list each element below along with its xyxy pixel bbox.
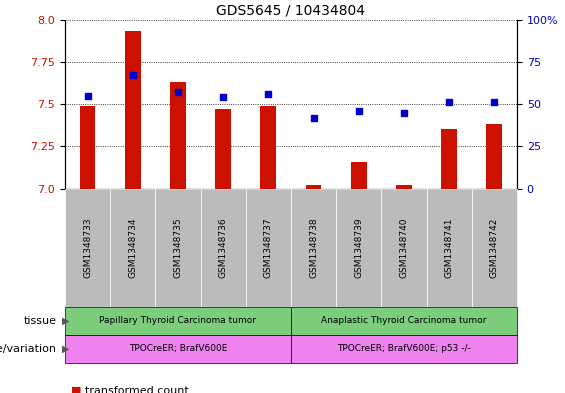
Bar [306, 185, 321, 189]
Text: Papillary Thyroid Carcinoma tumor: Papillary Thyroid Carcinoma tumor [99, 316, 257, 325]
Text: GSM1348735: GSM1348735 [173, 217, 182, 278]
Point [399, 109, 408, 116]
Text: genotype/variation: genotype/variation [0, 344, 56, 354]
Text: ■: ■ [71, 386, 81, 393]
Bar [441, 130, 457, 189]
Text: ▶: ▶ [62, 344, 69, 354]
Bar [80, 106, 95, 189]
Point [83, 92, 92, 99]
Text: GSM1348742: GSM1348742 [490, 217, 499, 278]
Bar [260, 106, 276, 189]
Point [490, 99, 499, 106]
Bar [396, 185, 412, 189]
Text: GSM1348739: GSM1348739 [354, 217, 363, 278]
Text: GSM1348741: GSM1348741 [445, 217, 454, 278]
Point [173, 89, 182, 95]
Point [264, 91, 273, 97]
Point [445, 99, 454, 106]
Text: GSM1348734: GSM1348734 [128, 217, 137, 278]
Text: tissue: tissue [24, 316, 56, 326]
Text: GSM1348736: GSM1348736 [219, 217, 228, 278]
Bar [170, 82, 186, 189]
Text: ▶: ▶ [62, 316, 69, 326]
Text: TPOCreER; BrafV600E: TPOCreER; BrafV600E [129, 345, 227, 353]
Bar [125, 31, 141, 189]
Text: GSM1348738: GSM1348738 [309, 217, 318, 278]
Text: GSM1348737: GSM1348737 [264, 217, 273, 278]
Bar [486, 125, 502, 189]
Text: Anaplastic Thyroid Carcinoma tumor: Anaplastic Thyroid Carcinoma tumor [321, 316, 486, 325]
Bar [351, 162, 367, 189]
Title: GDS5645 / 10434804: GDS5645 / 10434804 [216, 3, 366, 17]
Text: GSM1348733: GSM1348733 [83, 217, 92, 278]
Text: transformed count: transformed count [85, 386, 189, 393]
Point [128, 72, 137, 79]
Point [354, 108, 363, 114]
Text: GSM1348740: GSM1348740 [399, 217, 408, 278]
Point [219, 94, 228, 101]
Text: TPOCreER; BrafV600E; p53 -/-: TPOCreER; BrafV600E; p53 -/- [337, 345, 471, 353]
Point [309, 114, 318, 121]
Bar [215, 109, 231, 189]
